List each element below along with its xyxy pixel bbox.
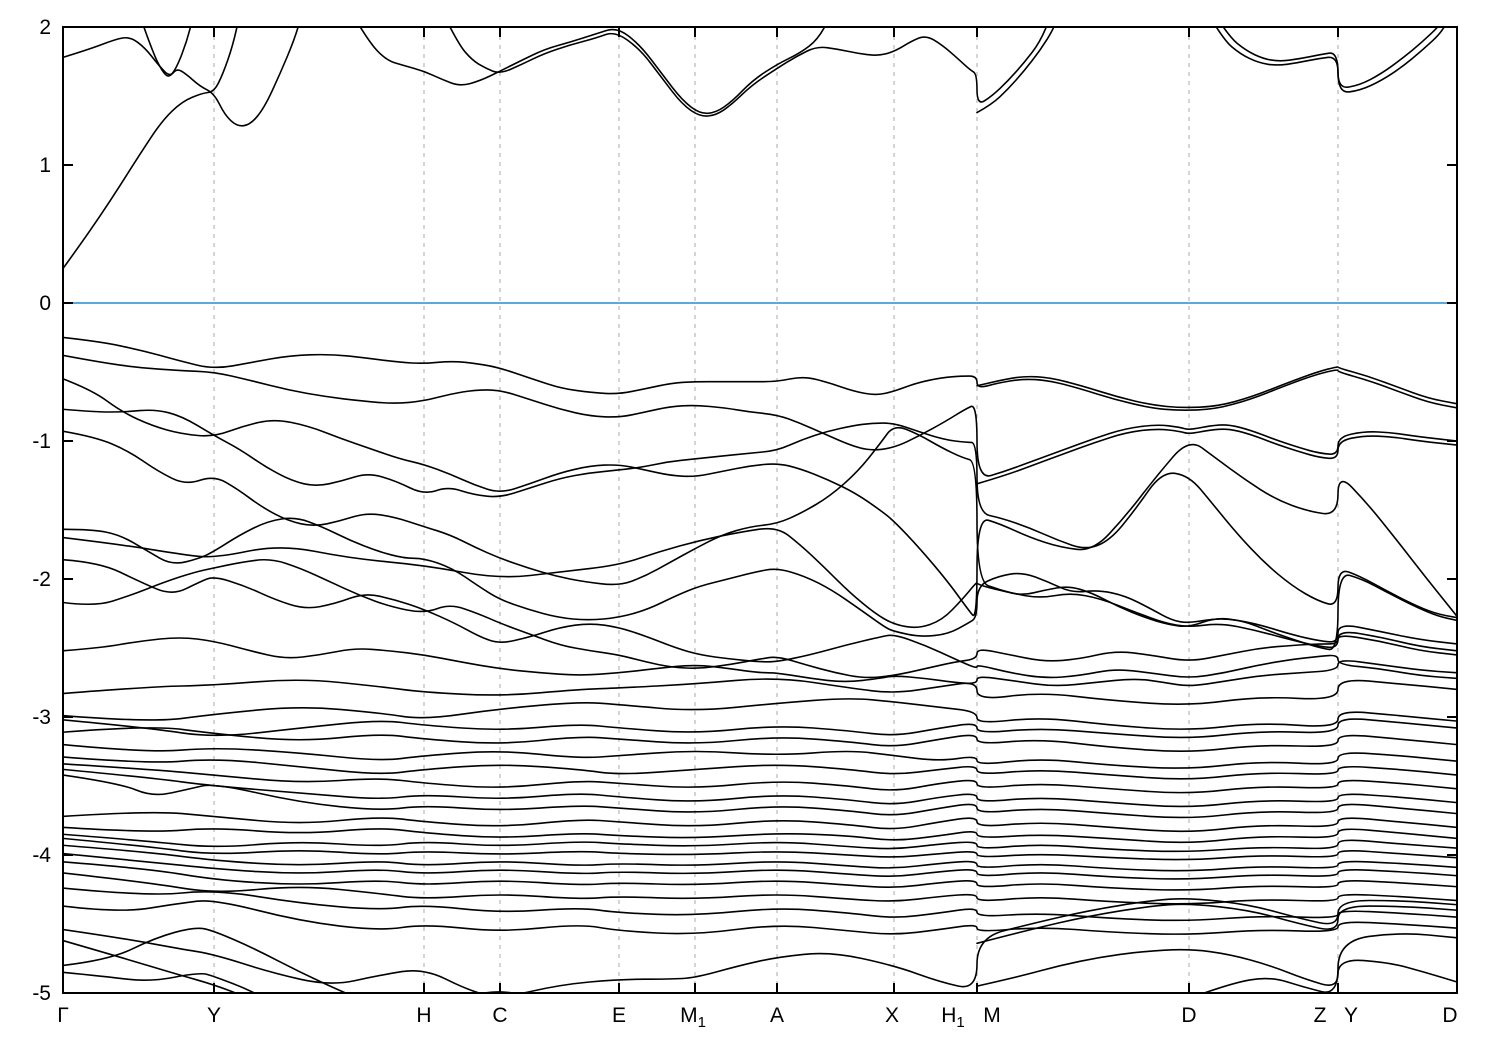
band-curve	[64, 28, 238, 269]
axis-ticks	[63, 26, 1457, 994]
y-tick-label: 0	[39, 292, 51, 315]
band-curve	[64, 408, 1456, 619]
y-tick-label: 2	[39, 16, 51, 39]
kpoint-label: D	[1442, 1004, 1457, 1027]
band-curve	[64, 727, 1456, 753]
band-curve	[64, 971, 255, 992]
y-tick-label: -5	[32, 982, 51, 1005]
band-curve	[64, 28, 299, 127]
kpoint-label: H	[416, 1004, 431, 1027]
band-curve	[64, 887, 1456, 922]
band-curve	[143, 28, 192, 77]
y-tick-label: -3	[32, 706, 51, 729]
band-curve	[1204, 933, 1456, 992]
band-curve	[64, 678, 1456, 706]
band-curve	[976, 428, 1456, 485]
band-curve	[64, 354, 1456, 477]
band-curve	[64, 940, 236, 992]
band-curve	[64, 852, 1456, 880]
band-curve	[64, 811, 1456, 833]
kpoint-label: Y	[1344, 1004, 1358, 1027]
kpoint-label: X	[885, 1004, 899, 1027]
gridlines	[213, 27, 1339, 993]
kpoint-label: A	[770, 1004, 784, 1027]
band-curve	[64, 872, 1456, 905]
band-curve	[64, 898, 1456, 992]
band-curve	[449, 28, 1047, 117]
band-curve	[64, 833, 1456, 853]
band-curve	[64, 378, 1456, 617]
kpoint-label: Γ	[57, 1004, 69, 1027]
band-curve	[64, 698, 1456, 730]
band-curve	[64, 927, 346, 992]
band-curve	[64, 900, 1456, 935]
kpoint-label: H1	[941, 1004, 965, 1031]
kpoint-label: M1	[680, 1004, 706, 1031]
band-curve	[64, 743, 1456, 769]
band-curve	[976, 366, 1456, 409]
band-curve	[1216, 28, 1438, 89]
band-curves	[64, 28, 1456, 992]
band-curve	[64, 763, 1456, 794]
band-curve	[64, 774, 1456, 819]
band-curve	[64, 718, 1456, 739]
band-curve	[64, 844, 1456, 872]
band-curve	[64, 756, 1456, 780]
y-tick-label: -4	[32, 844, 51, 867]
kpoint-label: D	[1181, 1004, 1196, 1027]
band-curve	[976, 903, 1456, 945]
x-axis-labels: Γ Y H C E M1 A X H1 M D Z Y D	[57, 1004, 1457, 1031]
band-curve	[64, 336, 1456, 411]
y-tick-label: -1	[32, 430, 51, 453]
y-axis-labels: 2 1 0 -1 -2 -3 -4 -5	[32, 16, 51, 1005]
y-tick-label: 1	[39, 154, 51, 177]
band-curve	[64, 768, 1456, 808]
plot-border	[62, 26, 1458, 994]
band-curve	[64, 637, 1456, 687]
band-curve	[64, 558, 1456, 680]
band-curve	[1223, 28, 1445, 93]
kpoint-label: C	[492, 1004, 507, 1027]
y-tick-label: -2	[32, 568, 51, 591]
band-curve	[976, 28, 1055, 114]
band-curve	[64, 517, 1456, 645]
band-curve	[359, 28, 825, 115]
band-curve	[64, 826, 1456, 844]
band-curve	[64, 527, 1456, 652]
kpoint-label: Y	[207, 1004, 221, 1027]
kpoint-label: M	[983, 1004, 1001, 1027]
band-curve	[64, 861, 1456, 891]
kpoint-label: E	[612, 1004, 626, 1027]
band-curve	[64, 837, 1456, 861]
band-curve	[64, 426, 1456, 651]
kpoint-label: Z	[1314, 1004, 1327, 1027]
band-curve	[64, 558, 1456, 679]
band-curve	[976, 948, 1456, 987]
